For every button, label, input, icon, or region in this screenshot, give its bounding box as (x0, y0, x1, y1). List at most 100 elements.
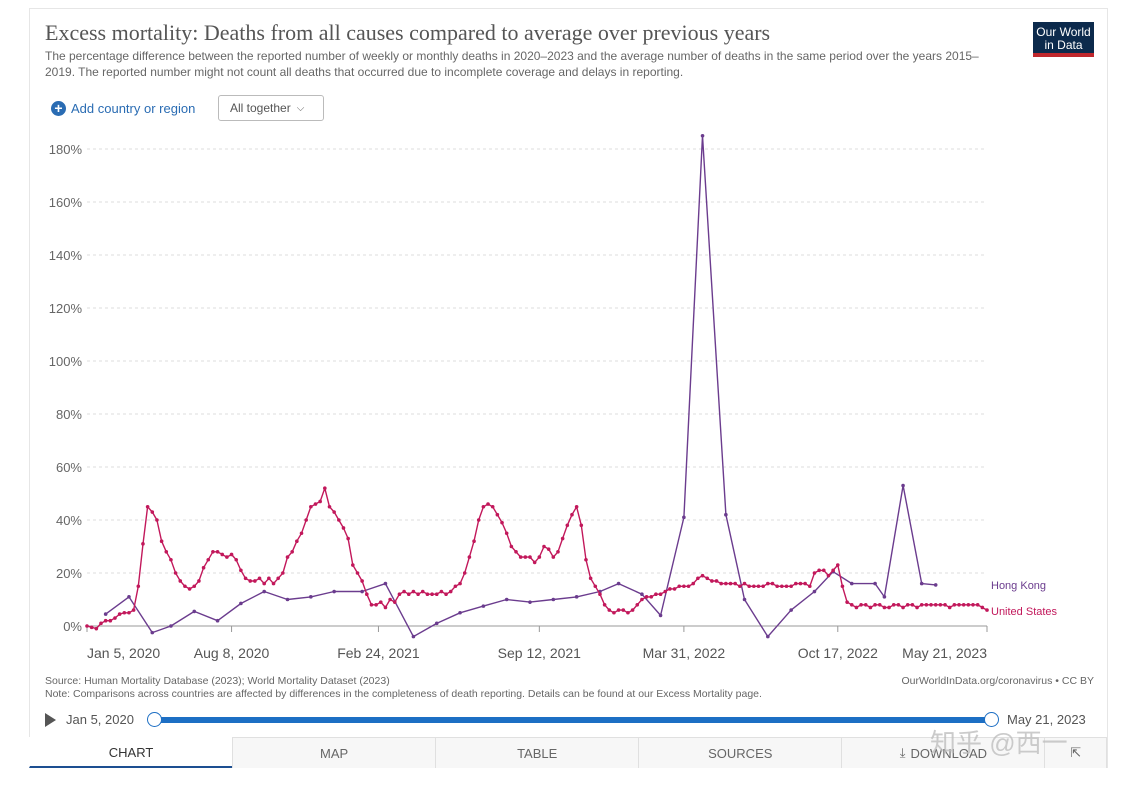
attribution-link[interactable]: OurWorldInData.org/coronavirus • CC BY (901, 675, 1094, 687)
x-axis: Jan 5, 2020 Aug 8, 2020 Feb 24, 2021 Sep 12… (86, 626, 988, 661)
data-point-united-states (327, 504, 332, 509)
data-point-hong-kong (360, 589, 364, 594)
data-point-united-states (467, 555, 472, 559)
data-point-united-states (131, 608, 136, 612)
timeline-track[interactable] (153, 717, 991, 723)
data-point-united-states (546, 547, 551, 551)
data-point-united-states (392, 600, 397, 604)
data-point-united-states (831, 568, 835, 573)
data-point-united-states (337, 518, 341, 522)
data-point-united-states (877, 603, 882, 607)
data-point-hong-kong (789, 608, 793, 612)
source-text: Source: Human Mortality Database (2023);… (45, 675, 390, 687)
data-point-hong-kong (332, 589, 336, 594)
data-point-hong-kong (127, 595, 131, 599)
data-point-united-states (444, 592, 448, 596)
data-point-united-states (434, 592, 439, 596)
timeline-end-handle[interactable] (984, 712, 999, 727)
x-tick-label: Feb 24, 2021 (337, 645, 420, 661)
data-point-united-states (947, 605, 952, 610)
data-point-hong-kong (215, 618, 220, 623)
source-note: Source: Human Mortality Database (2023);… (45, 675, 762, 701)
data-point-united-states (938, 603, 943, 607)
tab-share[interactable]: ⇱ (1044, 737, 1108, 768)
data-point-united-states (593, 584, 598, 589)
data-point-united-states (411, 589, 416, 594)
data-point-united-states (239, 568, 243, 573)
data-point-hong-kong (882, 595, 887, 599)
data-point-united-states (957, 603, 961, 607)
data-point-united-states (901, 605, 905, 610)
data-point-united-states (243, 576, 248, 581)
data-point-united-states (453, 584, 458, 589)
data-point-hong-kong (766, 634, 770, 639)
data-point-hong-kong (458, 610, 462, 615)
data-point-united-states (542, 544, 546, 549)
data-point-united-states (602, 603, 607, 607)
data-point-united-states (798, 581, 803, 586)
data-point-united-states (905, 603, 910, 607)
data-point-united-states (710, 579, 714, 583)
data-point-united-states (971, 603, 975, 607)
data-point-united-states (752, 584, 756, 589)
data-point-united-states (812, 571, 817, 575)
data-point-united-states (304, 518, 308, 522)
x-tick-label: May 21, 2023 (902, 645, 987, 661)
data-point-united-states (309, 504, 313, 509)
series-label-united-states: United States (991, 606, 1058, 618)
data-point-united-states (206, 557, 211, 562)
data-point-hong-kong (901, 483, 905, 488)
data-point-united-states (780, 584, 784, 589)
note-text: Note: Comparisons across countries are a… (45, 688, 762, 700)
data-point-united-states (458, 581, 462, 586)
data-point-united-states (849, 603, 854, 607)
data-point-hong-kong (551, 597, 556, 602)
data-point-hong-kong (812, 589, 817, 594)
data-point-united-states (598, 592, 602, 596)
data-point-united-states (285, 555, 290, 559)
plus-icon: + (51, 100, 66, 116)
tab-table[interactable]: TABLE (435, 737, 640, 768)
data-point-united-states (784, 584, 789, 589)
data-point-united-states (257, 576, 262, 581)
add-country-button[interactable]: + Add country or region (51, 98, 195, 118)
data-point-united-states (402, 589, 406, 594)
owid-logo[interactable]: Our World in Data (1033, 22, 1094, 57)
data-point-united-states (975, 603, 980, 607)
data-point-united-states (476, 518, 481, 522)
tab-chart[interactable]: CHART (29, 737, 234, 768)
facet-select[interactable]: All together ⌵ (218, 95, 324, 121)
play-icon[interactable] (45, 713, 56, 727)
y-tick-label: 60% (56, 460, 82, 475)
data-point-united-states (654, 592, 658, 596)
data-point-united-states (887, 605, 891, 610)
data-point-united-states (341, 526, 346, 530)
data-point-united-states (490, 504, 495, 509)
data-point-united-states (197, 579, 201, 583)
series-line-united-states (86, 487, 988, 630)
x-tick-label: Aug 8, 2020 (194, 645, 270, 661)
download-icon: ⤓ (899, 745, 906, 760)
data-point-united-states (821, 568, 826, 573)
data-point-united-states (122, 610, 127, 615)
timeline-start-label: Jan 5, 2020 (66, 712, 134, 727)
data-point-united-states (854, 605, 859, 610)
data-point-united-states (383, 605, 388, 610)
tab-map[interactable]: MAP (232, 737, 437, 768)
timeline-start-handle[interactable] (147, 712, 162, 727)
data-point-united-states (588, 576, 593, 581)
data-point-united-states (682, 584, 686, 589)
data-point-united-states (929, 603, 933, 607)
data-point-hong-kong (528, 600, 532, 604)
data-point-united-states (127, 610, 131, 615)
add-country-label: Add country or region (71, 100, 196, 116)
tab-download[interactable]: ⤓ DOWNLOAD (841, 737, 1046, 768)
x-tick-label: Mar 31, 2022 (643, 645, 726, 661)
grid-lines (87, 148, 987, 627)
tab-sources[interactable]: SOURCES (638, 737, 843, 768)
data-point-hong-kong (262, 589, 267, 594)
data-point-hong-kong (919, 581, 924, 586)
data-point-united-states (150, 510, 155, 514)
data-point-united-states (94, 626, 99, 631)
data-point-united-states (640, 597, 644, 602)
